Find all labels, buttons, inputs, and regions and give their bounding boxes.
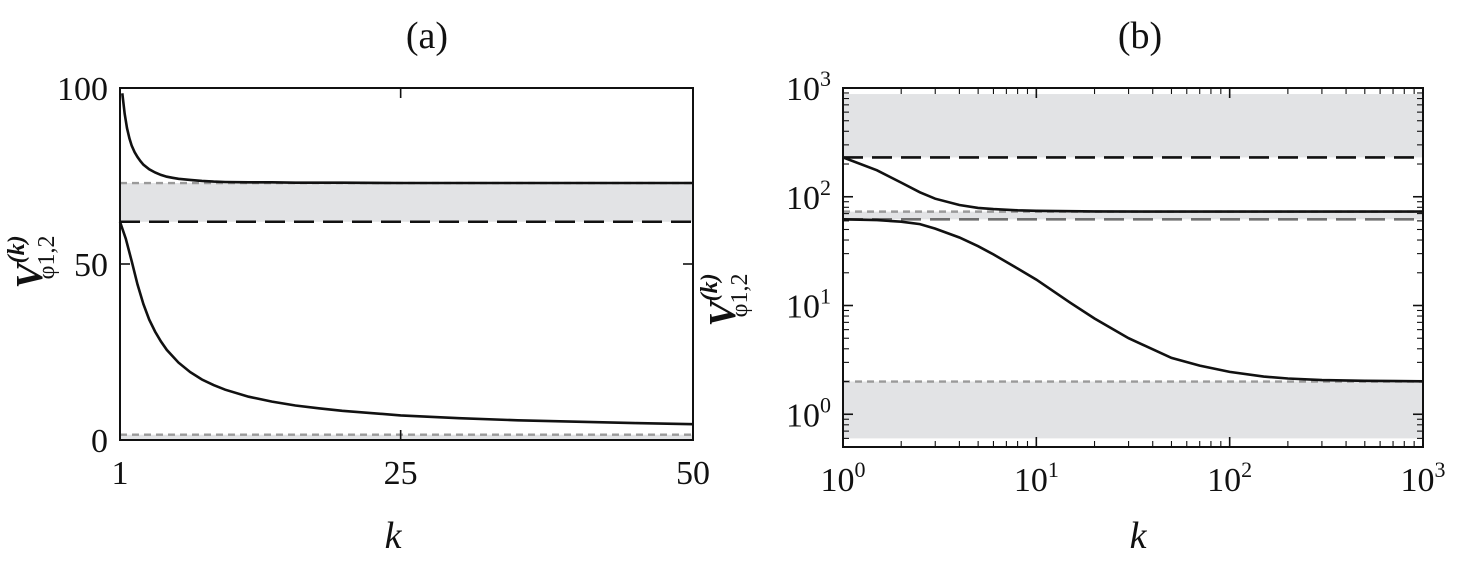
plot-b-area: 100 101 102 103 100 101 102 103	[786, 66, 1446, 499]
svg-text:V(k)φ1,2: V(k) φ1,2	[697, 273, 753, 326]
panel-b-x-tick-label-2: 102	[1207, 457, 1252, 499]
panel-a-x-tick-label-2: 50	[676, 455, 710, 492]
panel-b-y-tick-label-3: 103	[786, 66, 831, 108]
panel-a-x-tick-label-0: 1	[112, 455, 129, 492]
panel-b-frame	[842, 87, 1424, 448]
panel-a-y-tick-label-0: 0	[91, 423, 108, 460]
panel-a: (a) 1 25 50 0 50 100 k V(k) φ1,2	[4, 15, 710, 557]
panel-a-frame	[119, 87, 694, 441]
panel-b-title: (b)	[1118, 15, 1162, 57]
plot-a-area: 1 25 50 0 50 100	[57, 71, 710, 492]
panel-b-y-axis-label: V(k) φ1,2	[697, 273, 753, 326]
panel-a-y-axis-label: V(k) φ1,2	[4, 235, 60, 288]
panel-b-x-tick-label-0: 100	[821, 457, 866, 499]
panel-b-y-tick-label-0: 100	[786, 392, 831, 434]
panel-b-x-tick-label-1: 101	[1014, 457, 1059, 499]
panel-b-y-tick-label-2: 102	[786, 175, 831, 217]
panel-a-y-tick-label-1: 50	[74, 247, 108, 284]
panel-b-band-0	[843, 94, 1423, 158]
panel-a-band-0	[120, 183, 693, 222]
panel-a-series-0	[121, 93, 693, 185]
panel-a-x-tick-label-1: 25	[384, 455, 418, 492]
svg-text:V(k)φ1,2: V(k) φ1,2	[4, 235, 60, 288]
panel-b: (b) 100 101 102 103 100 101 102 103 k V(k) φ1,2	[697, 15, 1446, 557]
panel-b-x-tick-label-3: 103	[1401, 457, 1446, 499]
panel-a-series-1	[118, 221, 694, 426]
panel-b-band-2	[843, 381, 1423, 439]
panel-b-y-label-sup: (k)	[697, 273, 723, 301]
panel-b-y-label-sub: φ1,2	[727, 273, 753, 317]
panel-a-x-axis-label: k	[385, 515, 403, 557]
panel-a-title: (a)	[406, 15, 448, 57]
panel-b-series-1	[842, 218, 1424, 383]
panel-a-y-label-main: V	[9, 261, 51, 289]
panel-a-y-tick-label-2: 100	[57, 71, 108, 108]
panel-a-y-label-sup: (k)	[4, 235, 30, 263]
panel-b-y-tick-label-1: 101	[786, 284, 831, 326]
panel-b-y-label-main: V	[702, 299, 744, 327]
panel-b-band-1	[843, 211, 1423, 220]
panel-a-band-1	[120, 434, 693, 440]
panel-b-series-0	[842, 156, 1423, 213]
panel-b-x-axis-label: k	[1130, 515, 1148, 557]
panel-a-y-label-sub: φ1,2	[34, 235, 60, 279]
